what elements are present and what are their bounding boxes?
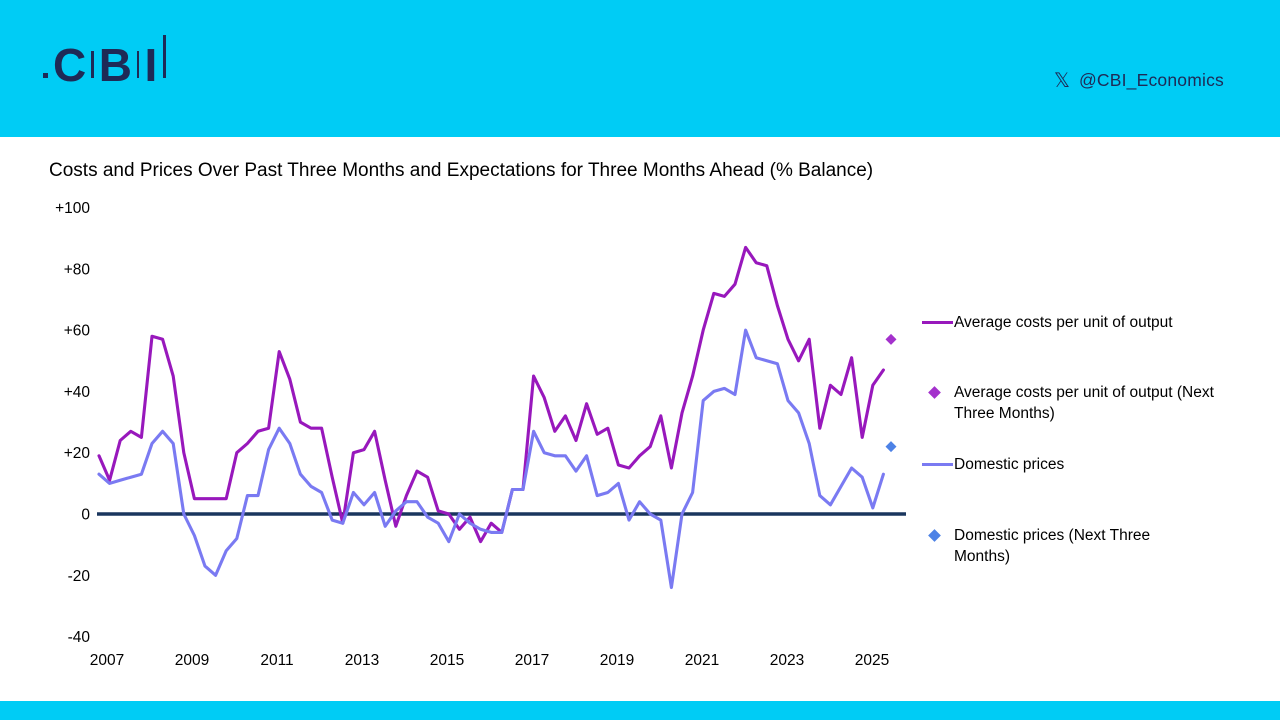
x-axis-label: 2021 <box>685 652 719 669</box>
legend-diamond-swatch-prices <box>928 528 941 542</box>
logo-divider <box>136 51 140 78</box>
legend-label: Average costs per unit of output <box>954 314 1173 331</box>
header-bar: C B I 𝕏 @CBI_Economics <box>0 0 1280 137</box>
x-axis-label: 2015 <box>430 652 464 669</box>
y-axis-label: -40 <box>68 629 91 646</box>
x-axis-label: 2013 <box>345 652 379 669</box>
social-handle-text: @CBI_Economics <box>1078 70 1224 90</box>
x-axis-label: 2007 <box>90 652 124 669</box>
legend-line-swatch-prices <box>922 463 953 467</box>
x-axis-label: 2017 <box>515 652 549 669</box>
logo-divider <box>91 51 94 78</box>
legend-label: Domestic prices (Next Three Months) <box>954 527 1151 565</box>
footer-bar <box>0 701 1280 720</box>
logo-letter-b: B <box>98 39 132 91</box>
y-axis-label: +20 <box>64 445 91 462</box>
x-axis-label: 2023 <box>770 652 804 669</box>
forecast-diamond-0 <box>885 333 897 345</box>
cbi-logo: C B I <box>43 35 171 88</box>
series-line-1 <box>97 328 885 590</box>
y-axis-label: 0 <box>81 507 90 524</box>
y-axis-label: +100 <box>55 200 90 217</box>
y-axis-label: +80 <box>64 261 91 278</box>
logo-divider-tall <box>163 35 166 78</box>
x-axis-label: 2009 <box>175 652 209 669</box>
y-axis-label: +60 <box>64 323 91 340</box>
x-axis-label: 2025 <box>855 652 889 669</box>
social-handle: 𝕏 @CBI_Economics <box>1054 70 1224 91</box>
legend-label: Average costs per unit of output (Next T… <box>954 384 1214 422</box>
y-axis-label: -20 <box>68 568 91 585</box>
x-logo-icon: 𝕏 <box>1053 69 1070 92</box>
chart-title: Costs and Prices Over Past Three Months … <box>49 160 874 181</box>
y-axis-label: +40 <box>64 384 91 401</box>
x-axis-label: 2019 <box>600 652 634 669</box>
forecast-diamond-1 <box>885 441 897 453</box>
legend-line-swatch-costs <box>922 321 953 325</box>
logo-dot <box>43 73 48 78</box>
logo-letter-i: I <box>144 39 158 91</box>
legend-item-costs-forecast: Average costs per unit of output (Next T… <box>920 382 1226 424</box>
legend-item-costs: Average costs per unit of output <box>920 312 1173 333</box>
legend-label: Domestic prices <box>954 456 1065 473</box>
x-axis-label: 2011 <box>260 652 293 669</box>
logo-letter-c: C <box>53 39 87 91</box>
legend-item-prices: Domestic prices <box>920 454 1064 475</box>
legend-item-prices-forecast: Domestic prices (Next Three Months) <box>920 525 1174 567</box>
series-line-0 <box>97 245 885 544</box>
legend-diamond-swatch-costs <box>928 385 941 399</box>
